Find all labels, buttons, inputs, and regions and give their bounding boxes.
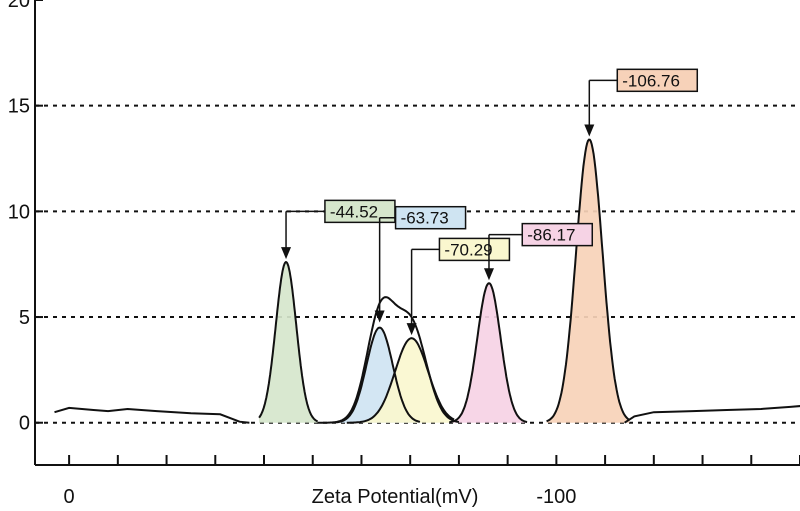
peak-annotation: -70.29	[406, 237, 511, 336]
annotations-layer: -44.52 -63.73 -70.29 -86.17 -106.76	[281, 68, 699, 336]
annotation-label: -70.29	[444, 240, 492, 259]
annotation-arrow-head	[374, 310, 385, 323]
y-tick-label: 15	[8, 96, 30, 118]
peak-annotation: -63.73	[374, 205, 467, 323]
y-tick-label: 10	[8, 201, 30, 223]
y-tick-label: 20	[8, 0, 30, 12]
peak-annotation: -106.76	[584, 68, 699, 137]
peak-annotation: -44.52	[281, 199, 396, 260]
peak-curve	[258, 261, 319, 423]
x-tick-label: 0	[64, 486, 75, 508]
peak-curve	[546, 138, 631, 423]
annotation-arrow-head	[281, 247, 292, 260]
peak-curve	[332, 326, 421, 424]
baseline-curve	[54, 406, 250, 424]
annotation-label: -106.76	[622, 71, 680, 90]
x-tick-label: -100	[536, 486, 576, 508]
peak-area	[346, 338, 454, 423]
annotation-arrow-head	[584, 124, 595, 137]
annotation-label: -86.17	[527, 226, 575, 245]
total-envelope-curve	[317, 296, 460, 424]
peak-annotation: -86.17	[483, 222, 594, 281]
grid-layer	[35, 104, 800, 424]
annotation-label: -44.52	[330, 202, 378, 221]
peak-area	[259, 262, 318, 423]
annotation-label: -63.73	[401, 209, 449, 228]
y-tick-label: 0	[19, 413, 30, 435]
axes-layer: 0 5 10 15 20 0 -100	[8, 0, 800, 508]
x-axis-title: Zeta Potential(mV)	[312, 486, 479, 508]
y-tick-label: 5	[19, 307, 30, 329]
annotation-arrow-head	[406, 323, 417, 336]
tail-curve	[624, 405, 800, 424]
annotation-arrow-head	[483, 268, 494, 281]
curve-lines-layer	[54, 138, 800, 424]
peak-area	[449, 283, 528, 423]
peak-curve	[449, 282, 528, 424]
peak-area	[546, 139, 630, 423]
